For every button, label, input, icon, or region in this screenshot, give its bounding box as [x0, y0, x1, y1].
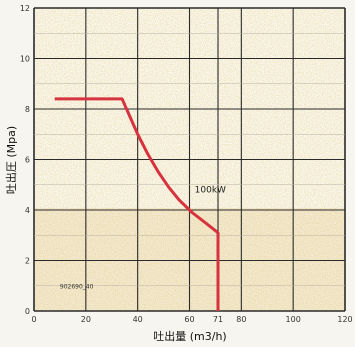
y-tick-label: 6 — [25, 156, 30, 165]
series-line-0 — [54, 97, 220, 311]
series-layer — [54, 97, 220, 311]
y-tick-label: 2 — [25, 257, 30, 266]
x-tick-label: 40 — [133, 315, 143, 324]
annotations: 100kW 902690_40 — [60, 185, 226, 290]
chart-code-annotation: 902690_40 — [60, 283, 94, 290]
x-axis-label: 吐出量 (m3/h) — [153, 329, 226, 343]
y-tick-label: 4 — [25, 206, 30, 215]
power-rating-annotation: 100kW — [195, 185, 226, 195]
y-tick-label: 10 — [20, 55, 30, 64]
y-tick-label: 8 — [25, 105, 30, 114]
y-axis-label: 吐出圧 (Mpa) — [4, 126, 18, 194]
x-tick-label: 0 — [31, 315, 36, 324]
y-tick-label: 12 — [20, 4, 30, 13]
x-tick-label: 80 — [236, 315, 246, 324]
x-tick-label: 60 — [184, 315, 194, 324]
y-tick-label: 0 — [25, 307, 30, 316]
x-tick-label: 71 — [213, 315, 223, 324]
x-tick-label: 120 — [337, 315, 352, 324]
x-tick-label: 20 — [81, 315, 91, 324]
x-tick-label: 100 — [286, 315, 301, 324]
tick-labels: 0 20 40 60 71 80 100 120 0 2 4 6 8 10 12 — [20, 4, 353, 324]
